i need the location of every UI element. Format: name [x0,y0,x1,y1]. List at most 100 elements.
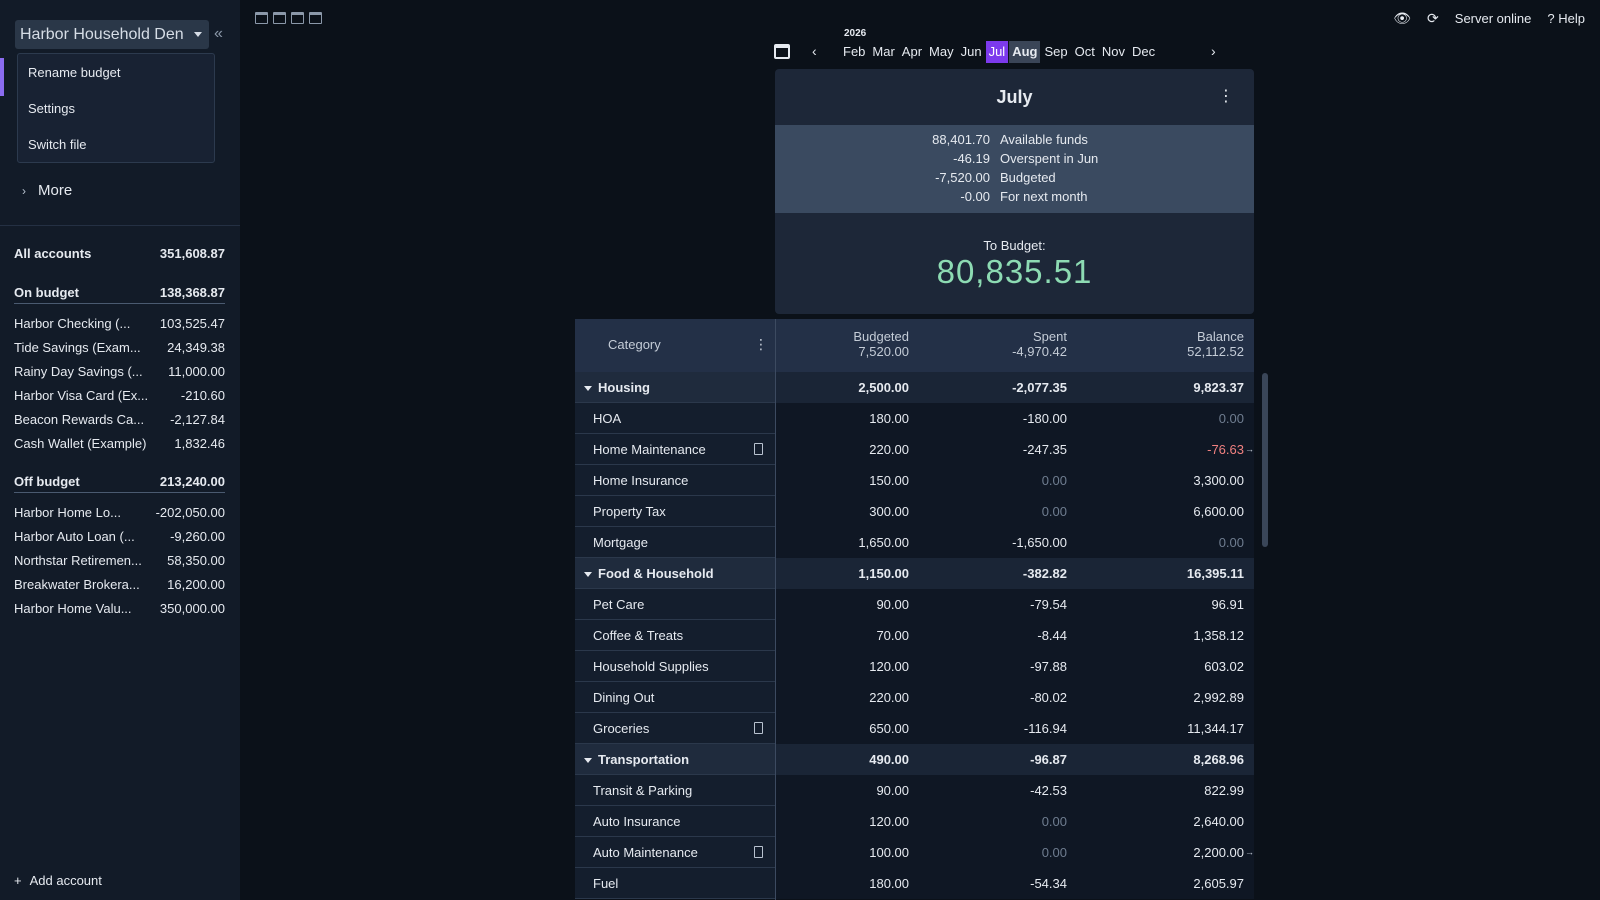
account-row[interactable]: Harbor Auto Loan (... -9,260.00 [14,529,225,544]
help-button[interactable]: ? Help [1547,11,1585,26]
note-icon[interactable] [754,846,763,858]
budgeted-cell[interactable]: 220.00 [869,442,909,457]
spent-cell[interactable]: 0.00 [1041,473,1067,488]
next-month-icon[interactable]: › [1211,43,1216,59]
budgeted-cell[interactable]: 100.00 [869,845,909,860]
calendar-icon[interactable] [273,12,286,24]
to-budget-amount[interactable]: 80,835.51 [936,253,1093,290]
category-row[interactable]: Property Tax 300.00 0.00 6,600.00 [575,496,1254,527]
category-name[interactable]: Groceries [593,721,650,736]
spent-cell[interactable]: -116.94 [1023,721,1067,736]
category-name[interactable]: Pet Care [593,597,645,612]
note-icon[interactable] [754,722,763,734]
category-row[interactable]: Home Maintenance 220.00 -247.35 -76.63 [575,434,1254,465]
menu-item-rename-budget[interactable]: Rename budget [28,65,121,80]
calendar-icon[interactable] [291,12,304,24]
budgeted-cell[interactable]: 2,500.00 [858,380,909,395]
category-row[interactable]: Auto Insurance 120.00 0.00 2,640.00 [575,806,1254,837]
account-row[interactable]: Northstar Retiremen... 58,350.00 [14,553,225,568]
budgeted-cell[interactable]: 490.00 [869,752,909,767]
budgeted-cell[interactable]: 220.00 [869,690,909,705]
budgeted-cell[interactable]: 90.00 [876,597,909,612]
balance-cell[interactable]: -76.63 [1207,442,1254,457]
add-account-button[interactable]: + Add account [14,873,102,888]
month-jul[interactable]: Jul [985,41,1009,63]
account-row[interactable]: Harbor Home Lo... -202,050.00 [14,505,225,520]
spent-cell[interactable]: -247.35 [1022,442,1067,457]
spent-cell[interactable]: 0.00 [1041,845,1067,860]
category-name[interactable]: Auto Insurance [593,814,681,829]
collapse-sidebar-icon[interactable]: « [214,25,223,42]
budgeted-cell[interactable]: 300.00 [869,504,909,519]
spent-cell[interactable]: -180.00 [1022,411,1067,426]
balance-cell[interactable]: 16,395.11 [1186,566,1244,581]
account-row[interactable]: Beacon Rewards Ca... -2,127.84 [14,412,225,427]
balance-cell[interactable]: 2,640.00 [1193,814,1244,829]
balance-cell[interactable]: 603.02 [1204,659,1244,674]
group-name[interactable]: Transportation [584,752,689,767]
balance-cell[interactable]: 11,344.17 [1187,721,1244,736]
budgeted-cell[interactable]: 90.00 [876,783,909,798]
budgeted-cell[interactable]: 180.00 [869,411,909,426]
spent-cell[interactable]: -42.53 [1030,783,1067,798]
on-budget-row[interactable]: On budget 138,368.87 [14,285,225,304]
month-mar[interactable]: Mar [872,44,895,59]
month-oct[interactable]: Oct [1074,44,1095,59]
budgeted-cell[interactable]: 650.00 [869,721,909,736]
category-row[interactable]: Home Insurance 150.00 0.00 3,300.00 [575,465,1254,496]
balance-cell[interactable]: 2,992.89 [1193,690,1244,705]
group-name[interactable]: Housing [584,380,650,395]
spent-cell[interactable]: -1,650.00 [1012,535,1067,550]
balance-cell[interactable]: 2,200.00 [1193,845,1253,860]
budgeted-cell[interactable]: 1,650.00 [858,535,909,550]
note-icon[interactable] [754,443,763,455]
category-row[interactable]: Groceries 650.00 -116.94 11,344.17 [575,713,1254,744]
prev-month-icon[interactable]: ‹ [812,43,817,59]
spent-cell[interactable]: -8.44 [1037,628,1067,643]
month-sep[interactable]: Sep [1044,44,1068,59]
spent-cell[interactable]: -2,077.35 [1012,380,1067,395]
balance-cell[interactable]: 3,300.00 [1193,473,1244,488]
eye-icon[interactable]: 👁 [1393,10,1412,26]
category-row[interactable]: Household Supplies 120.00 -97.88 603.02 [575,651,1254,682]
balance-cell[interactable]: 8,268.96 [1193,752,1244,767]
balance-cell[interactable]: 822.99 [1204,783,1244,798]
menu-item-settings[interactable]: Settings [28,101,75,116]
off-budget-row[interactable]: Off budget 213,240.00 [14,474,225,493]
account-row[interactable]: Harbor Checking (... 103,525.47 [14,316,225,331]
month-feb[interactable]: Feb [843,44,866,59]
category-row[interactable]: Fuel 180.00 -54.34 2,605.97 [575,868,1254,899]
category-group-row[interactable]: Food & Household 1,150.00 -382.82 16,395.11 [575,558,1254,589]
balance-cell[interactable]: 6,600.00 [1193,504,1244,519]
menu-item-switch-file[interactable]: Switch file [28,137,87,152]
budgeted-cell[interactable]: 150.00 [869,473,909,488]
balance-cell[interactable]: 96.91 [1211,597,1244,612]
spent-cell[interactable]: 0.00 [1041,504,1067,519]
kebab-menu-icon[interactable]: ⋮ [1218,88,1234,105]
calendar-icon[interactable] [774,44,790,59]
category-row[interactable]: Mortgage 1,650.00 -1,650.00 0.00 [575,527,1254,558]
account-row[interactable]: Breakwater Brokera... 16,200.00 [14,577,225,592]
spent-cell[interactable]: -96.87 [1030,752,1067,767]
calendar-icon[interactable] [309,12,322,24]
account-row[interactable]: Harbor Visa Card (Ex... -210.60 [14,388,225,403]
category-name[interactable]: Household Supplies [593,659,709,674]
category-row[interactable]: Pet Care 90.00 -79.54 96.91 [575,589,1254,620]
more-toggle[interactable]: › More [22,182,72,199]
account-row[interactable]: Cash Wallet (Example) 1,832.46 [14,436,225,451]
category-name[interactable]: Fuel [593,876,619,891]
budgeted-cell[interactable]: 70.00 [876,628,909,643]
category-group-row[interactable]: Housing 2,500.00 -2,077.35 9,823.37 [575,372,1254,403]
kebab-menu-icon[interactable]: ⋮ [754,336,768,352]
group-name[interactable]: Food & Household [584,566,714,581]
category-name[interactable]: Transit & Parking [593,783,693,798]
server-status[interactable]: Server online [1454,11,1532,26]
spent-cell[interactable]: -97.88 [1030,659,1067,674]
category-name[interactable]: Auto Maintenance [593,845,698,860]
spent-cell[interactable]: 0.00 [1041,814,1067,829]
account-row[interactable]: Tide Savings (Exam... 24,349.38 [14,340,225,355]
category-row[interactable]: Dining Out 220.00 -80.02 2,992.89 [575,682,1254,713]
category-row[interactable]: Transit & Parking 90.00 -42.53 822.99 [575,775,1254,806]
budgeted-cell[interactable]: 120.00 [869,659,909,674]
budget-name-dropdown[interactable]: Harbor Household Den [15,20,209,49]
